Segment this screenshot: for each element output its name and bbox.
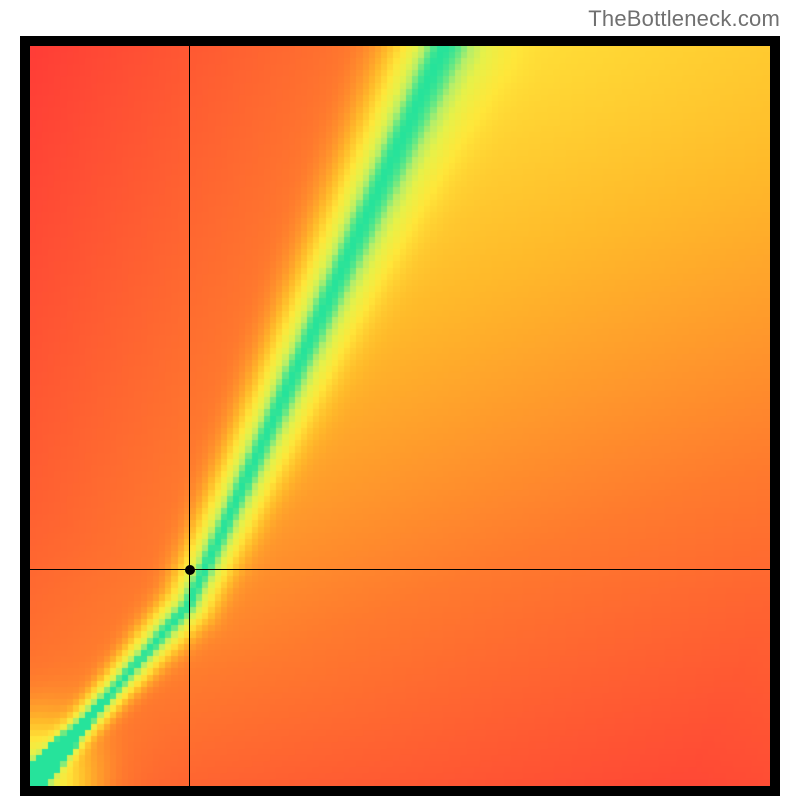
- crosshair-horizontal: [30, 569, 770, 570]
- plot-border: [20, 36, 780, 796]
- crosshair-marker: [185, 565, 195, 575]
- crosshair-vertical: [189, 46, 190, 786]
- plot-area: [30, 46, 770, 786]
- bottleneck-heatmap-figure: { "watermark": { "text": "TheBottleneck.…: [0, 0, 800, 800]
- heatmap-canvas: [30, 46, 770, 786]
- watermark-text: TheBottleneck.com: [588, 6, 780, 32]
